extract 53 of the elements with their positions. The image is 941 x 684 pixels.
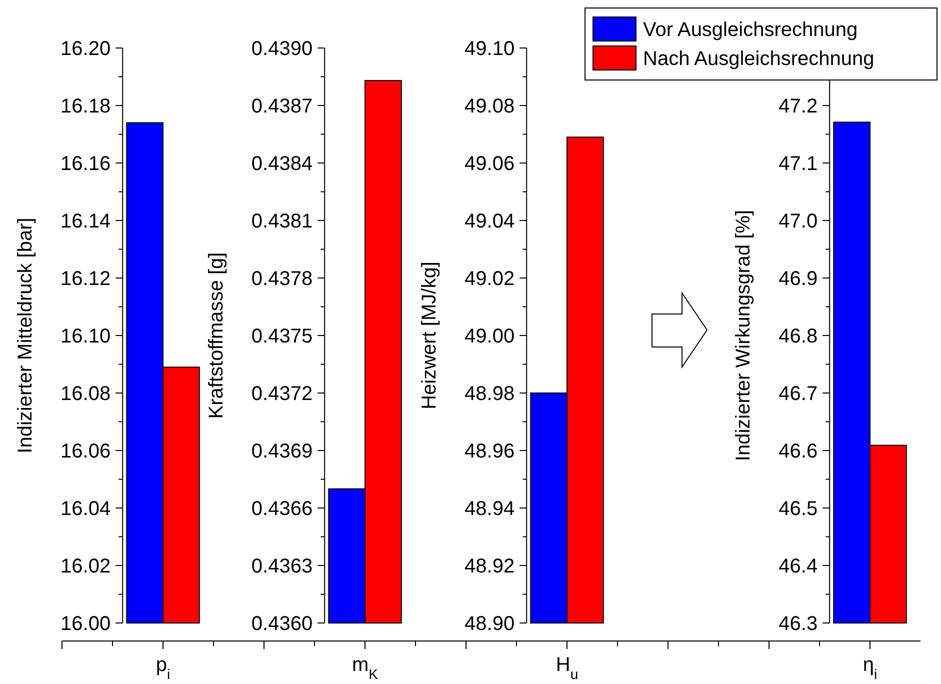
legend-label: Nach Ausgleichsrechnung	[643, 48, 874, 70]
y-tick-label: 16.10	[60, 326, 111, 348]
y-tick-label: 49.04	[464, 210, 515, 232]
x-tick-label: H$_{u}$	[556, 654, 578, 682]
y-tick-label: 0.4384	[251, 153, 313, 175]
y-tick-label: 0.4381	[251, 210, 313, 232]
y-tick-label: 16.18	[60, 96, 111, 118]
y-axis-title: Kraftstoffmasse [g]	[206, 252, 228, 419]
y-tick-label: 47.2	[778, 96, 818, 118]
y-tick-label: 48.90	[464, 613, 515, 635]
y-tick-label: 16.16	[60, 153, 111, 175]
y-tick-label: 16.04	[60, 498, 111, 520]
y-tick-label: 46.5	[778, 498, 818, 520]
y-tick-label: 46.8	[778, 326, 818, 348]
y-tick-label: 0.4369	[251, 440, 313, 462]
legend-label: Vor Ausgleichsrechnung	[643, 19, 858, 41]
y-axis-title: Heizwert [MJ/kg]	[418, 262, 441, 410]
x-tick-label: p$_{i}$	[156, 654, 170, 682]
x-tick-label: η$_{i}$	[862, 654, 878, 682]
y-axis-title: Indizierter Mitteldruck [bar]	[14, 218, 37, 454]
y-axis-title: Indizierter Wirkungsgrad [%]	[732, 210, 755, 462]
y-tick-label: 16.08	[60, 383, 111, 405]
y-tick-label: 49.06	[464, 153, 515, 175]
y-tick-label: 46.4	[778, 556, 818, 578]
y-tick-label: 16.00	[60, 613, 111, 635]
y-tick-label: 0.4378	[251, 268, 313, 290]
y-tick-label: 0.4390	[251, 38, 313, 60]
y-tick-label: 0.4363	[251, 556, 313, 578]
y-tick-label: 16.06	[60, 440, 111, 462]
y-tick-label: 16.12	[60, 268, 111, 290]
y-tick-label: 46.7	[778, 383, 818, 405]
y-tick-label: 49.08	[464, 96, 515, 118]
y-tick-label: 49.00	[464, 326, 515, 348]
y-tick-label: 16.02	[60, 556, 111, 578]
y-tick-label: 47.0	[778, 210, 818, 232]
y-tick-label: 49.10	[464, 38, 515, 60]
y-tick-label: 46.6	[778, 440, 818, 462]
y-tick-label: 0.4387	[251, 96, 313, 118]
y-tick-label: 0.4372	[251, 383, 313, 405]
y-tick-label: 0.4375	[251, 326, 313, 348]
y-tick-label: 48.96	[464, 440, 515, 462]
y-tick-label: 46.9	[778, 268, 818, 290]
x-tick-label: m$_{K}$	[352, 654, 379, 682]
y-tick-label: 48.92	[464, 556, 515, 578]
y-tick-label: 46.3	[778, 613, 818, 635]
y-tick-label: 16.14	[60, 210, 111, 232]
y-tick-label: 47.1	[778, 153, 818, 175]
y-tick-label: 0.4360	[251, 613, 313, 635]
y-tick-label: 48.98	[464, 383, 515, 405]
y-tick-label: 0.4366	[251, 498, 313, 520]
y-tick-label: 49.02	[464, 268, 515, 290]
y-tick-label: 16.20	[60, 38, 111, 60]
y-tick-label: 48.94	[464, 498, 515, 520]
